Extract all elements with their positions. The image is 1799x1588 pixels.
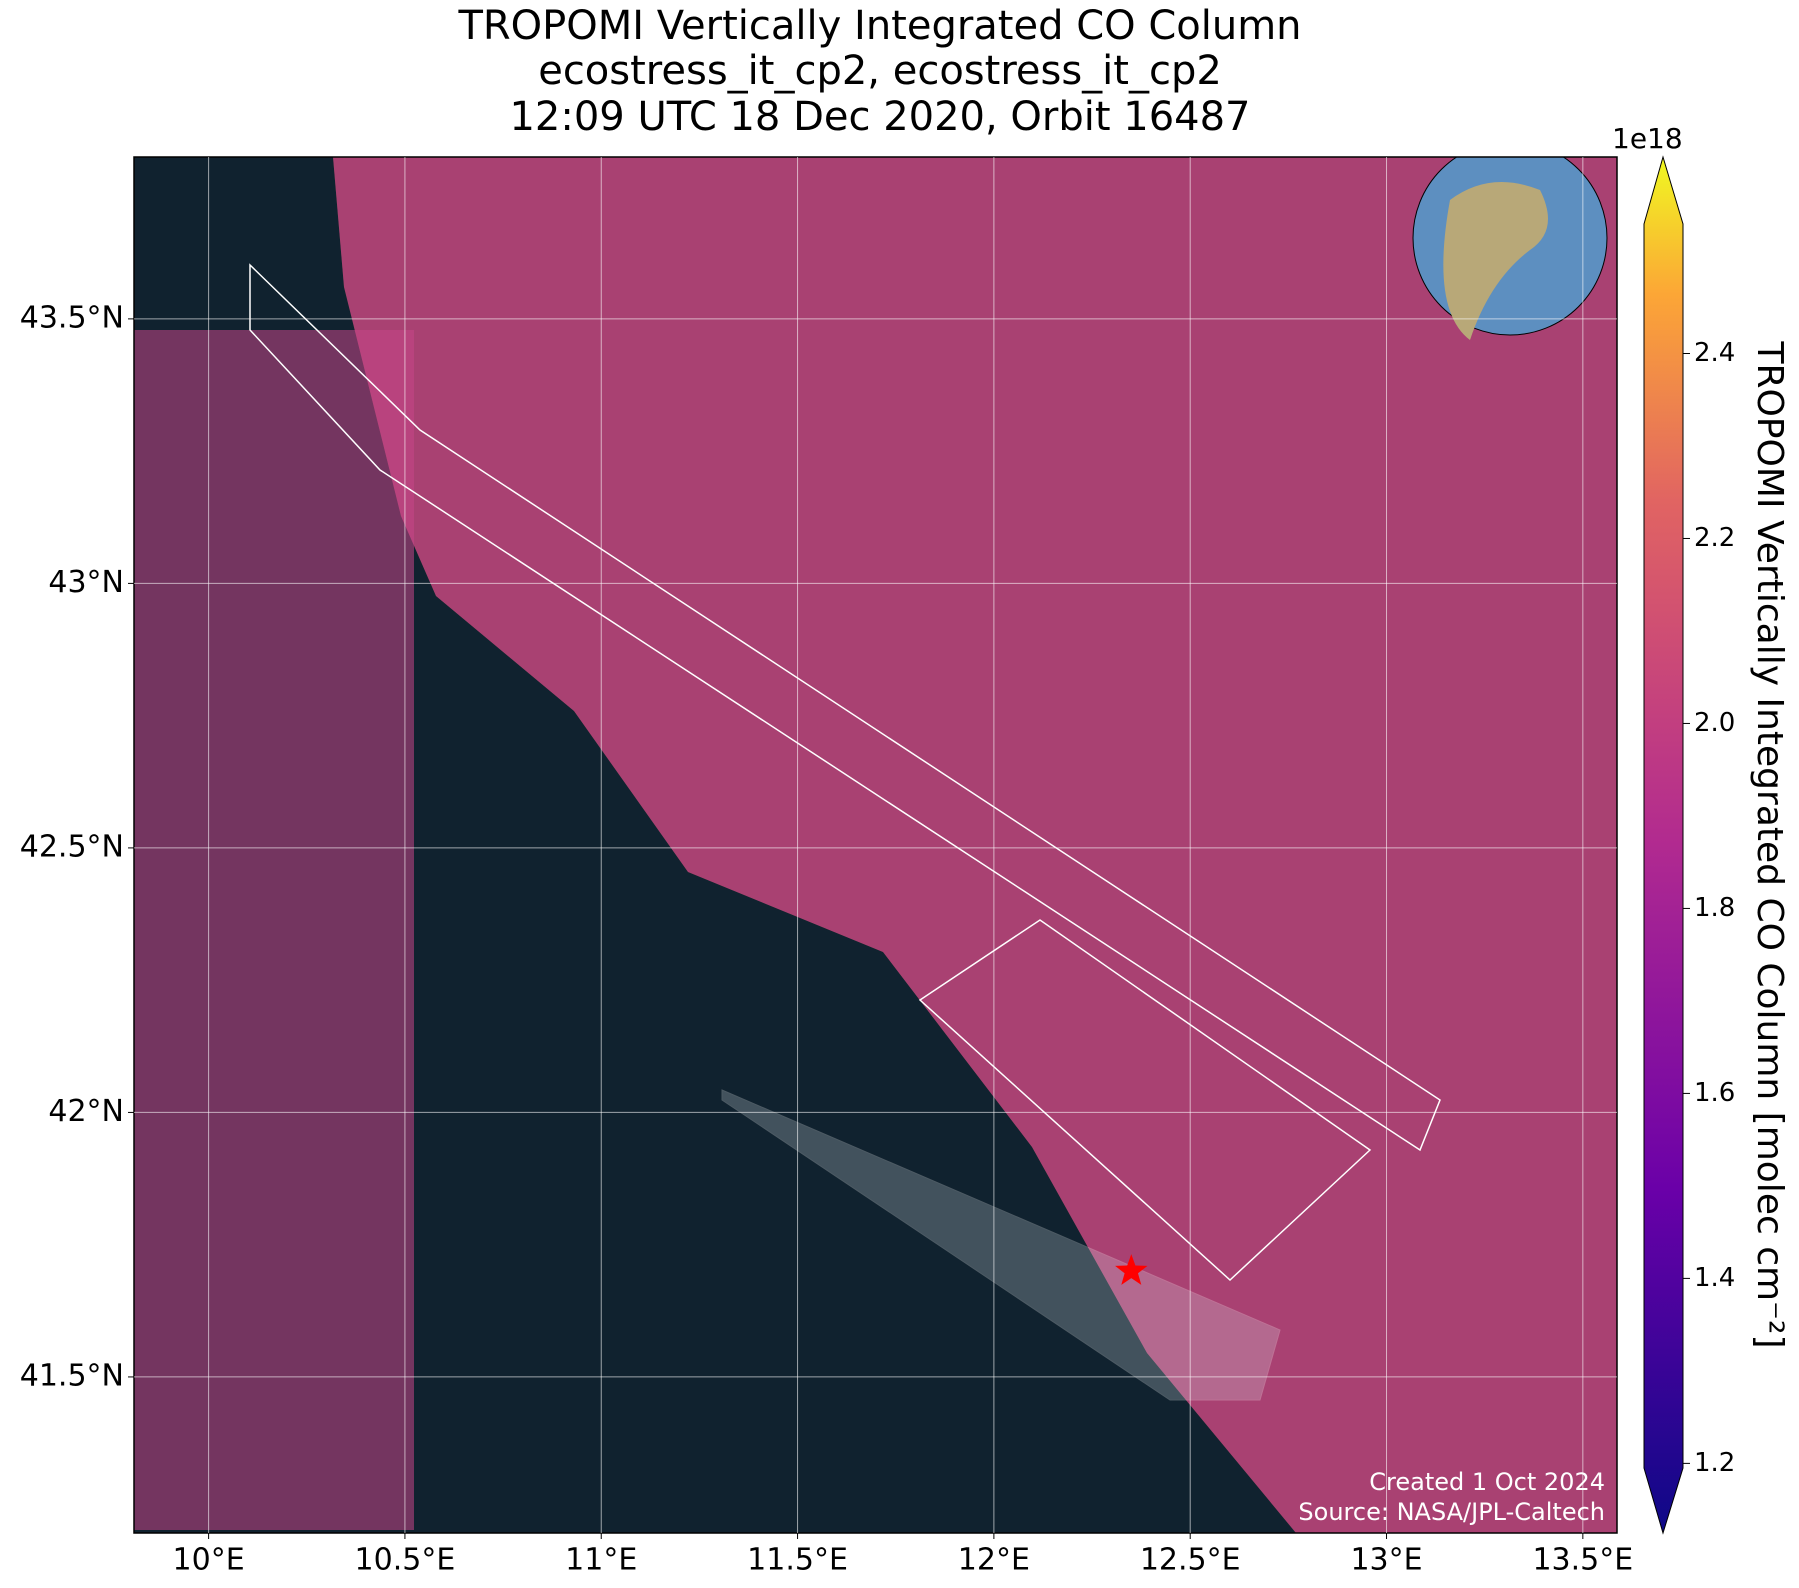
x-tick-label: 10.5°E: [355, 1543, 456, 1578]
colorbar-tick-label: 1.2: [1694, 1448, 1735, 1478]
swath: [249, 263, 1441, 1152]
y-tick-label: 43.5°N: [20, 300, 124, 335]
credit: Source: NASA/JPL-Caltech: [1298, 1498, 1605, 1526]
x-tick-label: 11°E: [565, 1543, 637, 1578]
title: TROPOMI Vertically Integrated CO Column …: [457, 3, 1301, 140]
x-tick-label: 13°E: [1350, 1543, 1422, 1578]
y-tick-label: 42°N: [48, 1094, 124, 1129]
title-line: TROPOMI Vertically Integrated CO Column: [457, 3, 1301, 49]
swath: [721, 1089, 1281, 1401]
colorbar-tick-label: 2.2: [1694, 523, 1735, 553]
colorbar-body: [1643, 155, 1684, 1535]
x-tick-label: 10°E: [173, 1543, 245, 1578]
x-tick-label: 13.5°E: [1532, 1543, 1633, 1578]
y-tick-label: 41.5°N: [20, 1358, 124, 1393]
colorbar-tick-label: 2.4: [1694, 338, 1735, 368]
title-line: ecostress_it_cp2, ecostress_it_cp2: [538, 48, 1222, 94]
title-line: 12:09 UTC 18 Dec 2020, Orbit 16487: [509, 94, 1250, 140]
x-tick-label: 11.5°E: [747, 1543, 848, 1578]
colorbar-tick-label: 2.0: [1694, 708, 1735, 738]
colorbar-label: TROPOMI Vertically Integrated CO Column …: [1749, 340, 1790, 1348]
credit: Created 1 Oct 2024: [1369, 1468, 1605, 1496]
x-tick-label: 12.5°E: [1140, 1543, 1241, 1578]
y-tick-label: 43°N: [48, 565, 124, 600]
colorbar-offset: 1e18: [1612, 122, 1683, 155]
swath: [918, 919, 1372, 1282]
x-tick-label: 12°E: [958, 1543, 1030, 1578]
globe-land: [1443, 182, 1548, 340]
colorbar-tick-label: 1.4: [1694, 1263, 1735, 1293]
colorbar-tick-label: 1.6: [1694, 1078, 1735, 1108]
map-frame: [133, 156, 1618, 1534]
land-overlay: [333, 157, 1617, 1533]
colorbar-tick-label: 1.8: [1694, 893, 1735, 923]
sea-overlay: [134, 330, 414, 1530]
y-tick-label: 42.5°N: [20, 829, 124, 864]
colorbar: 1e18 TROPOMI Vertically Integrated CO Co…: [1612, 122, 1790, 1535]
map-background: [134, 157, 1617, 1533]
site-marker: [1115, 1254, 1148, 1285]
